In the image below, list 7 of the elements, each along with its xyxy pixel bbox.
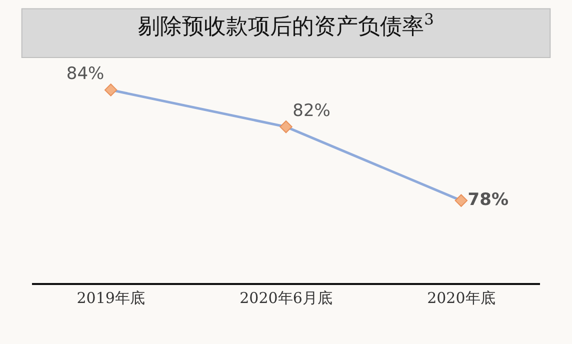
- x-tick-label: 2020年6月底: [240, 288, 332, 307]
- data-label: 82%: [292, 100, 330, 121]
- data-label: 84%: [66, 64, 104, 84]
- x-tick-label: 2020年底: [427, 288, 496, 307]
- data-label: 78%: [468, 190, 508, 210]
- x-tick-label: 2019年底: [76, 288, 145, 307]
- chart-title: 剔除预收款项后的资产负债率$^{3}$: [138, 10, 434, 40]
